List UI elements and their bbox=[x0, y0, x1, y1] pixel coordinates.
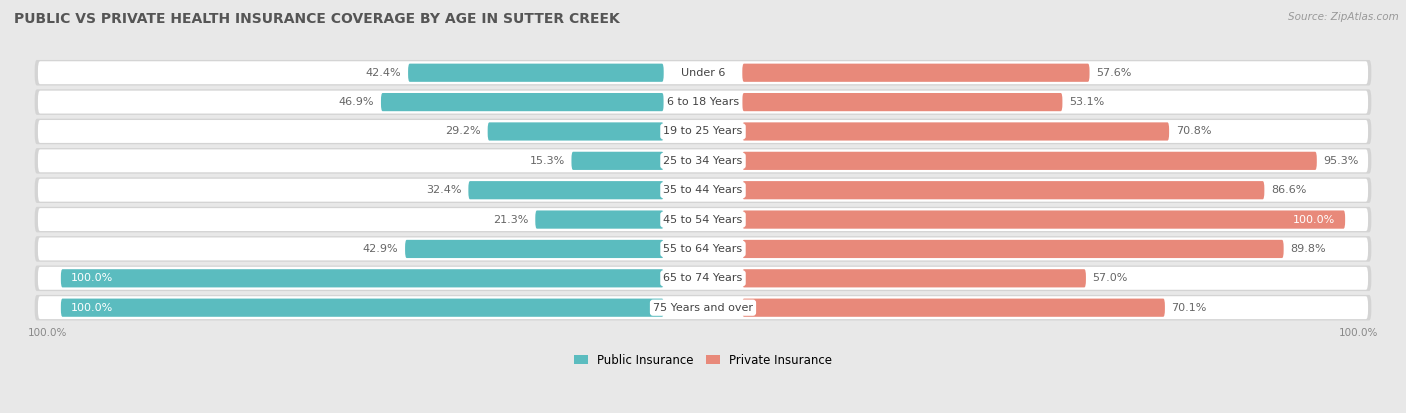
Text: 57.0%: 57.0% bbox=[1092, 273, 1128, 283]
FancyBboxPatch shape bbox=[38, 61, 1368, 84]
FancyBboxPatch shape bbox=[742, 64, 1090, 82]
FancyBboxPatch shape bbox=[468, 181, 664, 199]
Text: 53.1%: 53.1% bbox=[1069, 97, 1104, 107]
Text: 100.0%: 100.0% bbox=[1294, 215, 1336, 225]
FancyBboxPatch shape bbox=[38, 150, 1368, 172]
Text: 35 to 44 Years: 35 to 44 Years bbox=[664, 185, 742, 195]
Text: 42.9%: 42.9% bbox=[363, 244, 398, 254]
Text: PUBLIC VS PRIVATE HEALTH INSURANCE COVERAGE BY AGE IN SUTTER CREEK: PUBLIC VS PRIVATE HEALTH INSURANCE COVER… bbox=[14, 12, 620, 26]
FancyBboxPatch shape bbox=[35, 236, 1371, 262]
FancyBboxPatch shape bbox=[408, 64, 664, 82]
FancyBboxPatch shape bbox=[35, 119, 1371, 144]
FancyBboxPatch shape bbox=[35, 178, 1371, 203]
FancyBboxPatch shape bbox=[571, 152, 664, 170]
FancyBboxPatch shape bbox=[38, 296, 1368, 319]
Text: 19 to 25 Years: 19 to 25 Years bbox=[664, 126, 742, 136]
FancyBboxPatch shape bbox=[35, 207, 1371, 233]
FancyBboxPatch shape bbox=[742, 152, 1317, 170]
Text: 100.0%: 100.0% bbox=[70, 303, 112, 313]
Text: 32.4%: 32.4% bbox=[426, 185, 461, 195]
FancyBboxPatch shape bbox=[35, 60, 1371, 85]
FancyBboxPatch shape bbox=[742, 240, 1284, 258]
Text: 15.3%: 15.3% bbox=[530, 156, 565, 166]
FancyBboxPatch shape bbox=[742, 211, 1346, 229]
FancyBboxPatch shape bbox=[38, 237, 1368, 261]
FancyBboxPatch shape bbox=[35, 89, 1371, 115]
Text: 21.3%: 21.3% bbox=[494, 215, 529, 225]
FancyBboxPatch shape bbox=[38, 179, 1368, 202]
Text: 95.3%: 95.3% bbox=[1323, 156, 1358, 166]
Text: 86.6%: 86.6% bbox=[1271, 185, 1306, 195]
Text: 70.8%: 70.8% bbox=[1175, 126, 1211, 136]
FancyBboxPatch shape bbox=[38, 90, 1368, 114]
Text: 100.0%: 100.0% bbox=[1339, 328, 1378, 338]
Text: Under 6: Under 6 bbox=[681, 68, 725, 78]
Text: 6 to 18 Years: 6 to 18 Years bbox=[666, 97, 740, 107]
Text: Source: ZipAtlas.com: Source: ZipAtlas.com bbox=[1288, 12, 1399, 22]
FancyBboxPatch shape bbox=[35, 148, 1371, 173]
FancyBboxPatch shape bbox=[60, 299, 664, 317]
FancyBboxPatch shape bbox=[488, 122, 664, 140]
Text: 65 to 74 Years: 65 to 74 Years bbox=[664, 273, 742, 283]
FancyBboxPatch shape bbox=[742, 122, 1170, 140]
Text: 89.8%: 89.8% bbox=[1291, 244, 1326, 254]
Text: 42.4%: 42.4% bbox=[366, 68, 402, 78]
FancyBboxPatch shape bbox=[742, 299, 1166, 317]
FancyBboxPatch shape bbox=[381, 93, 664, 111]
Text: 25 to 34 Years: 25 to 34 Years bbox=[664, 156, 742, 166]
FancyBboxPatch shape bbox=[60, 269, 664, 287]
FancyBboxPatch shape bbox=[38, 120, 1368, 143]
FancyBboxPatch shape bbox=[38, 208, 1368, 231]
Text: 29.2%: 29.2% bbox=[446, 126, 481, 136]
Legend: Public Insurance, Private Insurance: Public Insurance, Private Insurance bbox=[574, 354, 832, 366]
Text: 70.1%: 70.1% bbox=[1171, 303, 1206, 313]
Text: 46.9%: 46.9% bbox=[339, 97, 374, 107]
FancyBboxPatch shape bbox=[742, 269, 1085, 287]
Text: 57.6%: 57.6% bbox=[1097, 68, 1132, 78]
FancyBboxPatch shape bbox=[38, 267, 1368, 290]
FancyBboxPatch shape bbox=[35, 266, 1371, 291]
Text: 75 Years and over: 75 Years and over bbox=[652, 303, 754, 313]
FancyBboxPatch shape bbox=[405, 240, 664, 258]
FancyBboxPatch shape bbox=[742, 181, 1264, 199]
Text: 45 to 54 Years: 45 to 54 Years bbox=[664, 215, 742, 225]
Text: 100.0%: 100.0% bbox=[70, 273, 112, 283]
FancyBboxPatch shape bbox=[536, 211, 664, 229]
FancyBboxPatch shape bbox=[35, 295, 1371, 320]
Text: 55 to 64 Years: 55 to 64 Years bbox=[664, 244, 742, 254]
FancyBboxPatch shape bbox=[742, 93, 1063, 111]
Text: 100.0%: 100.0% bbox=[28, 328, 67, 338]
